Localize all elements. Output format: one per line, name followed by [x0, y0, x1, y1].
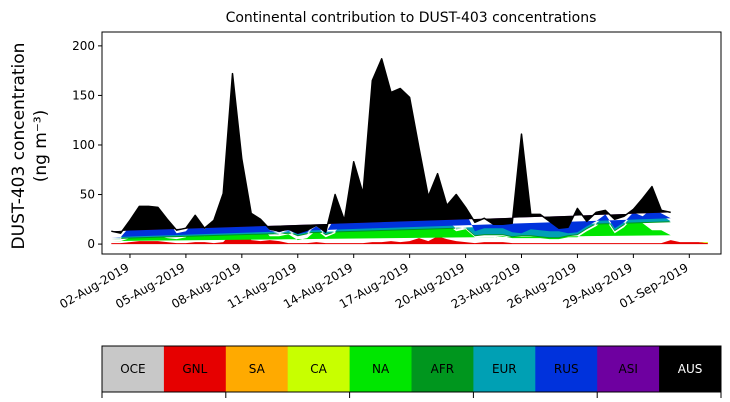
legend-label-asi: ASI [619, 362, 638, 376]
legend-label-rus: RUS [554, 362, 579, 376]
legend-swatch-aus [659, 346, 722, 392]
legend-swatch-sa [225, 346, 289, 392]
legend-swatch-gnl [163, 346, 227, 392]
legend-label-aus: AUS [678, 362, 703, 376]
total-line [111, 58, 671, 234]
legend-label-eur: EUR [492, 362, 517, 376]
legend-swatch-oce [102, 346, 165, 392]
y-tick-label: 150 [72, 88, 95, 102]
area-aus [111, 58, 671, 234]
x-ticks: 02-Aug-201905-Aug-201908-Aug-201911-Aug-… [57, 254, 691, 311]
legend-swatch-rus [535, 346, 598, 392]
plot-areas [111, 58, 708, 245]
legend-swatch-ca [287, 346, 351, 392]
total-outline [111, 58, 671, 234]
y-tick-label: 0 [87, 237, 95, 251]
y-axis-label: DUST-403 concentration (ng m⁻³) [9, 43, 51, 250]
legend-label-gnl: GNL [182, 362, 207, 376]
legend-swatch-afr [411, 346, 474, 392]
legend-swatch-asi [597, 346, 660, 392]
y-tick-label: 200 [72, 39, 95, 53]
legend-label-ca: CA [310, 362, 327, 376]
legend-label-oce: OCE [120, 362, 145, 376]
y-axis-label-line1: DUST-403 concentration [9, 43, 29, 250]
legend-swatch-eur [473, 346, 536, 392]
y-tick-label: 50 [80, 188, 95, 202]
legend-colorbar: OCE GNL SA CA NA AFR EUR RUS ASI AUS [101, 345, 722, 398]
y-tick-label: 100 [72, 138, 95, 152]
legend-label-na: NA [372, 362, 390, 376]
legend-swatch-na [349, 346, 412, 392]
y-ticks: 0 50 100 150 200 [72, 39, 102, 251]
legend-label-sa: SA [249, 362, 266, 376]
plot-frame [101, 31, 722, 255]
legend-label-afr: AFR [431, 362, 454, 376]
y-axis-label-line2: (ng m⁻³) [31, 110, 51, 183]
legend-frame [101, 345, 722, 393]
chart-title: Continental contribution to DUST-403 con… [226, 10, 597, 26]
